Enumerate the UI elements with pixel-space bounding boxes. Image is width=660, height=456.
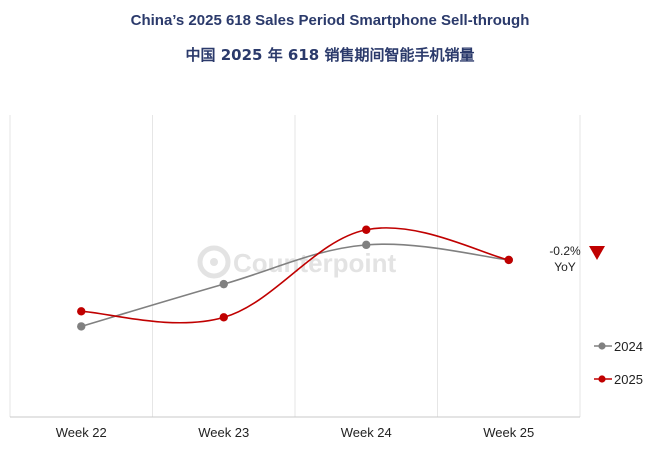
- x-tick-label: Week 24: [341, 425, 392, 440]
- data-point-2024: [77, 322, 86, 331]
- watermark: Counterpoint: [197, 245, 397, 279]
- down-triangle-icon: [589, 245, 605, 260]
- data-point-2025: [77, 307, 86, 316]
- data-point-2025: [504, 255, 513, 265]
- series-group: [77, 225, 513, 331]
- x-tick-label: Week 23: [198, 425, 249, 440]
- legend-label-2025: 2025: [614, 372, 643, 387]
- yoy-value: -0.2%: [549, 244, 581, 258]
- data-point-2025: [219, 313, 228, 322]
- data-point-2024: [362, 240, 371, 250]
- yoy-label: YoY: [554, 260, 576, 274]
- yoy-annotation: -0.2% YoY: [549, 244, 605, 274]
- x-axis-ticks: Week 22 Week 23 Week 24 Week 25: [56, 425, 535, 440]
- series-line-2025: [81, 227, 509, 324]
- data-point-2024: [219, 279, 228, 289]
- series-line-2024: [81, 243, 509, 328]
- legend-marker-2025: [598, 375, 606, 383]
- x-tick-label: Week 22: [56, 425, 107, 440]
- chart-title: China’s 2025 618 Sales Period Smartphone…: [130, 12, 530, 29]
- legend-label-2024: 2024: [614, 339, 643, 354]
- chart-subtitle: 中国 2025 年 618 销售期间智能手机销量: [185, 46, 475, 64]
- grid-lines: [9, 115, 581, 418]
- legend: 2024 2025: [594, 339, 643, 387]
- x-tick-label: Week 25: [483, 425, 534, 440]
- legend-marker-2024: [598, 342, 606, 350]
- data-point-2025: [362, 225, 371, 234]
